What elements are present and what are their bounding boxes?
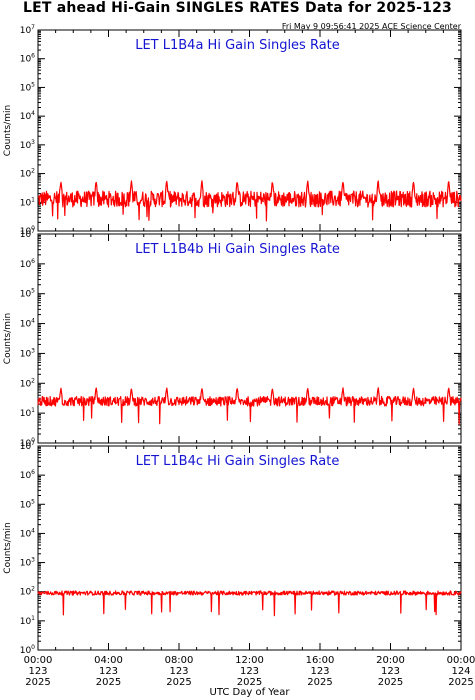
- x-tick-label-time: 16:00: [306, 655, 335, 666]
- y-tick-label: 106: [20, 469, 35, 481]
- y-tick-label: 106: [20, 53, 35, 65]
- y-tick-label: 106: [20, 258, 35, 270]
- x-tick-label-time: 00:00: [447, 655, 475, 666]
- x-tick-label-year: 2025: [96, 677, 121, 688]
- x-tick-label-doy: 123: [310, 666, 329, 677]
- y-tick-label: 107: [20, 24, 35, 36]
- y-tick-label: 105: [20, 288, 35, 300]
- x-tick-label-time: 12:00: [235, 655, 264, 666]
- x-tick-label-year: 2025: [166, 677, 191, 688]
- y-tick-label: 102: [20, 377, 35, 389]
- x-tick-label-time: 00:00: [24, 655, 53, 666]
- generated-timestamp: Fri May 9 09:56:41 2025 ACE Science Cent…: [281, 22, 461, 31]
- x-tick-label-time: 20:00: [376, 655, 405, 666]
- x-axis-label: UTC Day of Year: [210, 687, 291, 698]
- y-tick-label: 101: [20, 407, 35, 419]
- y-tick-label: 105: [20, 81, 35, 93]
- panel-2-title: LET L1B4b Hi Gain Singles Rate: [135, 242, 340, 257]
- x-tick-label-year: 2025: [237, 677, 262, 688]
- y-tick-label: 107: [20, 440, 35, 452]
- panel-3-frame: [37, 445, 462, 651]
- x-tick-label-year: 2025: [25, 677, 50, 688]
- y-tick-label: 100: [20, 225, 35, 237]
- y-tick-label: 103: [20, 139, 35, 151]
- y-tick-label: 102: [20, 168, 35, 180]
- x-tick-label-time: 08:00: [165, 655, 194, 666]
- y-tick-label: 100: [20, 437, 35, 449]
- panel-3-series-line: [37, 590, 462, 617]
- x-tick-label-year: 2025: [448, 677, 473, 688]
- x-tick-label-year: 2025: [378, 677, 403, 688]
- y-tick-label: 105: [20, 498, 35, 510]
- panel-1-series-line: [37, 180, 462, 222]
- panel-2-ylabel: Counts/min: [3, 313, 13, 364]
- panel-3-ylabel: Counts/min: [3, 522, 13, 573]
- y-tick-label: 104: [20, 110, 35, 122]
- page-title: LET ahead Hi-Gain SINGLES RATES Data for…: [23, 0, 452, 16]
- y-tick-label: 107: [20, 228, 35, 240]
- panel-2-frame: [37, 233, 462, 444]
- y-tick-label: 104: [20, 527, 35, 539]
- x-tick-label-doy: 123: [240, 666, 259, 677]
- x-tick-label-doy: 123: [28, 666, 47, 677]
- y-tick-label: 104: [20, 318, 35, 330]
- y-tick-label: 101: [20, 615, 35, 627]
- x-tick-label-doy: 124: [451, 666, 470, 677]
- y-tick-label: 100: [20, 644, 35, 656]
- y-tick-label: 103: [20, 347, 35, 359]
- panel-1-ylabel: Counts/min: [3, 105, 13, 156]
- y-tick-label: 101: [20, 196, 35, 208]
- x-tick-label-doy: 123: [381, 666, 400, 677]
- panel-3-title: LET L1B4c Hi Gain Singles Rate: [136, 454, 340, 469]
- y-tick-label: 102: [20, 586, 35, 598]
- x-tick-label-time: 04:00: [94, 655, 123, 666]
- panel-1-title: LET L1B4a Hi Gain Singles Rate: [135, 38, 340, 53]
- x-tick-label-doy: 123: [99, 666, 118, 677]
- y-tick-label: 103: [20, 557, 35, 569]
- x-tick-label-doy: 123: [169, 666, 188, 677]
- panel-2-series-line: [37, 387, 462, 425]
- x-tick-label-year: 2025: [307, 677, 332, 688]
